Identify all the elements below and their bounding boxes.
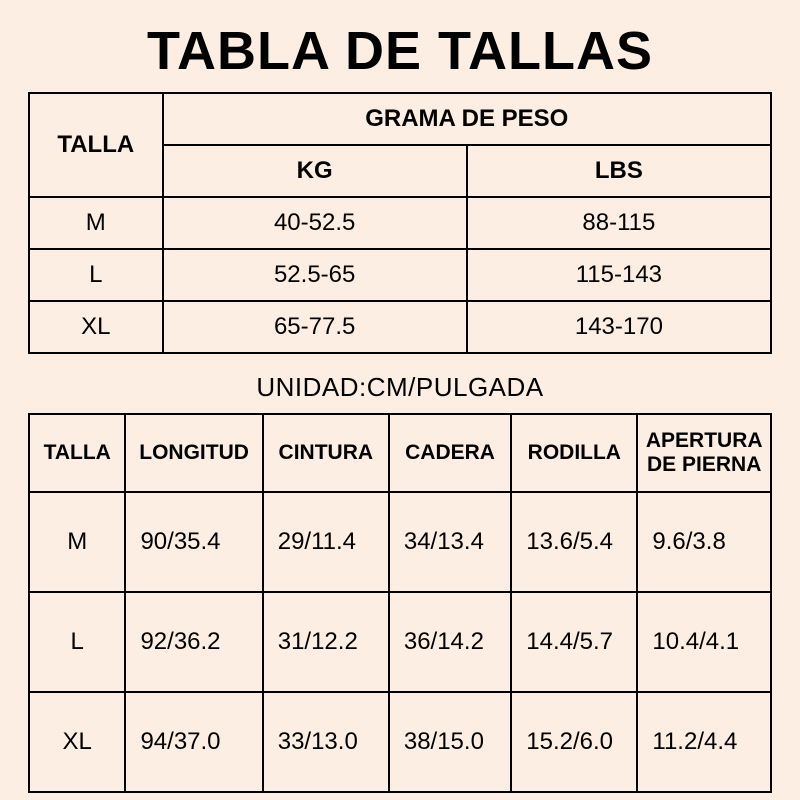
weight-lbs-cell: 143-170 <box>467 301 771 353</box>
meas-legopening-cell: 11.2/4.4 <box>637 692 771 792</box>
meas-length-cell: 90/35.4 <box>125 492 262 592</box>
table-row: L 52.5-65 115-143 <box>29 249 771 301</box>
meas-waist-cell: 29/11.4 <box>263 492 389 592</box>
weight-size-header: TALLA <box>29 93 163 197</box>
weight-kg-cell: 65-77.5 <box>163 301 467 353</box>
meas-legopening-cell: 9.6/3.8 <box>637 492 771 592</box>
weight-size-cell: L <box>29 249 163 301</box>
meas-knee-header: RODILLA <box>511 414 637 492</box>
meas-size-cell: XL <box>29 692 125 792</box>
table-row: XL 65-77.5 143-170 <box>29 301 771 353</box>
weight-kg-cell: 52.5-65 <box>163 249 467 301</box>
weight-kg-cell: 40-52.5 <box>163 197 467 249</box>
meas-length-cell: 94/37.0 <box>125 692 262 792</box>
meas-waist-cell: 31/12.2 <box>263 592 389 692</box>
table-row: XL 94/37.0 33/13.0 38/15.0 15.2/6.0 11.2… <box>29 692 771 792</box>
weight-kg-header: KG <box>163 145 467 197</box>
meas-hip-cell: 36/14.2 <box>389 592 511 692</box>
meas-waist-cell: 33/13.0 <box>263 692 389 792</box>
meas-waist-header: CINTURA <box>263 414 389 492</box>
weight-group-header: GRAMA DE PESO <box>163 93 771 145</box>
meas-size-cell: L <box>29 592 125 692</box>
table-row: L 92/36.2 31/12.2 36/14.2 14.4/5.7 10.4/… <box>29 592 771 692</box>
table-row: M 40-52.5 88-115 <box>29 197 771 249</box>
table-row: M 90/35.4 29/11.4 34/13.4 13.6/5.4 9.6/3… <box>29 492 771 592</box>
weight-size-cell: XL <box>29 301 163 353</box>
weight-lbs-cell: 88-115 <box>467 197 771 249</box>
meas-size-header: TALLA <box>29 414 125 492</box>
weight-size-cell: M <box>29 197 163 249</box>
meas-knee-cell: 13.6/5.4 <box>511 492 637 592</box>
meas-knee-cell: 15.2/6.0 <box>511 692 637 792</box>
meas-knee-cell: 14.4/5.7 <box>511 592 637 692</box>
weight-lbs-header: LBS <box>467 145 771 197</box>
meas-hip-cell: 38/15.0 <box>389 692 511 792</box>
weight-table: TALLA GRAMA DE PESO KG LBS M 40-52.5 88-… <box>28 92 772 354</box>
meas-legopening-cell: 10.4/4.1 <box>637 592 771 692</box>
meas-hip-cell: 34/13.4 <box>389 492 511 592</box>
meas-hip-header: CADERA <box>389 414 511 492</box>
unit-label: UNIDAD:CM/PULGADA <box>28 372 772 403</box>
measurement-table: TALLA LONGITUD CINTURA CADERA RODILLA AP… <box>28 413 772 793</box>
page-title: TABLA DE TALLAS <box>28 20 772 82</box>
meas-length-cell: 92/36.2 <box>125 592 262 692</box>
meas-legopening-header: APERTURA DE PIERNA <box>637 414 771 492</box>
meas-length-header: LONGITUD <box>125 414 262 492</box>
meas-size-cell: M <box>29 492 125 592</box>
weight-lbs-cell: 115-143 <box>467 249 771 301</box>
